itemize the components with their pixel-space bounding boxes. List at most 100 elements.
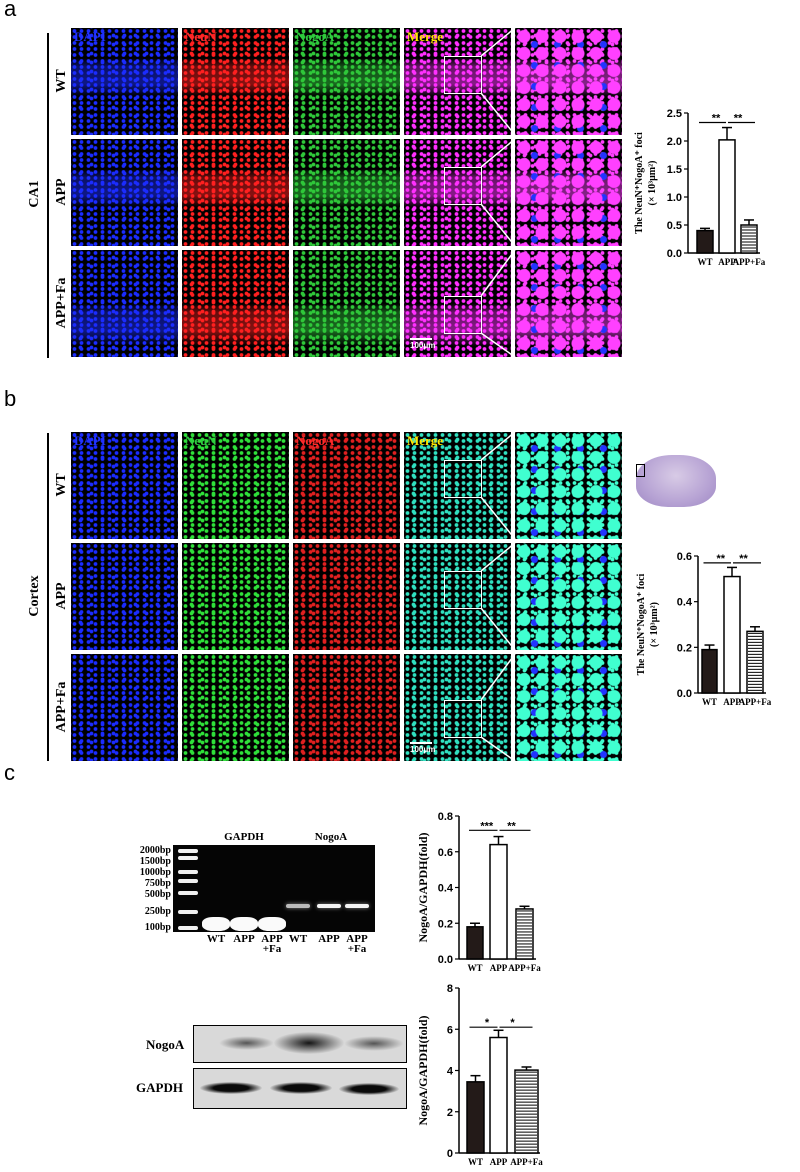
scale-bar-line [410,742,432,744]
channel-label-dapi: DAPI [74,29,106,44]
channel-label-nogoa: NogoA [296,29,335,44]
x-tick-label: APP+Fa [739,697,772,707]
micrograph-a-wt-merge: Merge [404,28,511,135]
significance-label: ** [712,113,721,125]
ladder-label: 250bp [144,906,171,917]
scale-bar-label: 100μm [410,341,436,350]
zoom-region-box [444,167,482,205]
micrograph-a-wt-nogoa: NogoA [293,28,400,135]
micrograph-a-app-zoom [515,139,622,246]
lane-label: APP [318,933,340,945]
bar-wt [466,926,484,960]
y-tick-label: 0.2 [677,642,692,654]
gel-group-gapdh: GAPDH [224,831,264,843]
y-tick-label: 0.5 [667,220,682,232]
region-label-cortex: Cortex [27,575,42,617]
significance-label: ** [734,113,743,125]
x-tick-label: APP+Fa [508,963,541,973]
gel-group-nogoa: NogoA [314,831,348,843]
micrograph-b-wt-zoom [515,432,622,539]
micrograph-b-wt-nogoa: NogoA [293,432,400,539]
ladder-band [178,910,198,914]
bar-chart-a: 0.0 0.5 1.0 1.5 2.0 2.5 The NeuN⁺NogoA⁺ foci (×… [634,108,766,267]
x-tick-label: APP+Fa [733,257,766,267]
y-tick-label: 8 [447,983,453,995]
x-tick-label: APP+Fa [510,1157,543,1167]
micrograph-a-app-dapi [71,139,178,246]
y-tick-label: 0.8 [438,811,453,823]
bar-app-fa [515,908,534,960]
micrograph-b-app-fa-dapi [71,654,178,761]
channel-label-neun: NeuN [185,433,217,448]
zoom-region-box [444,56,482,94]
gel-band [317,904,341,908]
micrograph-b-app-neun [182,543,289,650]
western-blot-gapdh [193,1068,407,1109]
ladder-label: 1000bp [139,867,171,878]
cortex-region-marker [636,464,645,477]
micrograph-b-app-merge [404,543,511,650]
x-tick-label: WT [467,963,482,973]
micrograph-a-app-fa-dapi [71,250,178,357]
micrograph-b-wt-dapi: DAPI [71,432,178,539]
western-blot-nogoa [193,1025,407,1063]
gel-band [258,917,286,931]
significance-label: *** [480,820,494,832]
micrograph-b-app-zoom [515,543,622,650]
group-bracket-a [47,33,49,358]
ladder-band [178,926,198,930]
bar-app [489,843,508,960]
bar-app-fa [740,224,758,254]
blot-band [270,1082,332,1094]
channel-label-merge: Merge [407,29,444,44]
channel-label-neun: NeuN [185,29,217,44]
y-tick-label: 0.4 [438,883,454,895]
gel-band [345,904,369,908]
lane-label: WT [288,933,308,945]
row-label-app-fa: APP+Fa [54,277,69,328]
micrograph-a-wt-neun: NeuN [182,28,289,135]
brain-section-image [636,455,716,507]
y-tick-label: 0.2 [438,918,453,930]
ladder-label: 100bp [144,922,171,933]
gel-band [286,904,310,908]
micrograph-b-app-fa-zoom [515,654,622,761]
ladder-label: 1500bp [139,856,171,867]
bar-wt [701,648,718,694]
y-tick-label: 1.5 [667,164,682,176]
group-bracket-b [47,433,49,761]
row-label-app: APP [54,177,69,206]
bar-chart-c-gel: 0.0 0.2 0.4 0.6 0.8 NogoA/GAPDH(fold) WT APP APP… [416,811,541,973]
blot-band [219,1036,274,1050]
row-label-app: APP [54,581,69,610]
significance-label: * [485,1017,490,1029]
lane-label: APP +Fa [346,933,368,955]
y-axis-label: The NeuN⁺NogoA⁺ foci [634,132,645,234]
channel-label-dapi: DAPI [74,433,106,448]
bar-chart-b: 0.0 0.2 0.4 0.6 The NeuN⁺NogoA⁺ foci (× 10³μm… [636,551,772,707]
zoom-region-box [444,460,482,498]
y-tick-label: 0 [447,1148,453,1160]
ladder-label: 2000bp [139,845,171,856]
ladder-band [178,856,198,860]
micrograph-a-app-fa-merge: 100μm [404,250,511,357]
scale-bar-label: 100μm [410,745,436,754]
panel-label-a: a [4,0,17,21]
micrograph-a-wt-dapi: DAPI [71,28,178,135]
blot-band [200,1082,262,1094]
blot-band [274,1032,344,1054]
micrograph-b-app-nogoa [293,543,400,650]
micrograph-b-wt-merge: Merge [404,432,511,539]
bar-chart-c-western: 0 2 4 6 8 NogoA/GAPDH(fold) WT APP APP+Fa * * [416,983,543,1167]
y-axis-label: NogoA/GAPDH(fold) [416,1016,430,1126]
blot-band [339,1083,399,1095]
x-tick-label: WT [702,697,717,707]
x-tick-label: WT [468,1157,483,1167]
y-tick-label: 0.0 [667,248,682,260]
x-tick-label: APP [718,257,736,267]
ladder-label: 750bp [144,878,171,889]
y-tick-label: 0.4 [677,597,693,609]
bar-app [489,1036,508,1154]
x-tick-label: APP [490,1157,508,1167]
channel-label-nogoa: NogoA [296,433,335,448]
